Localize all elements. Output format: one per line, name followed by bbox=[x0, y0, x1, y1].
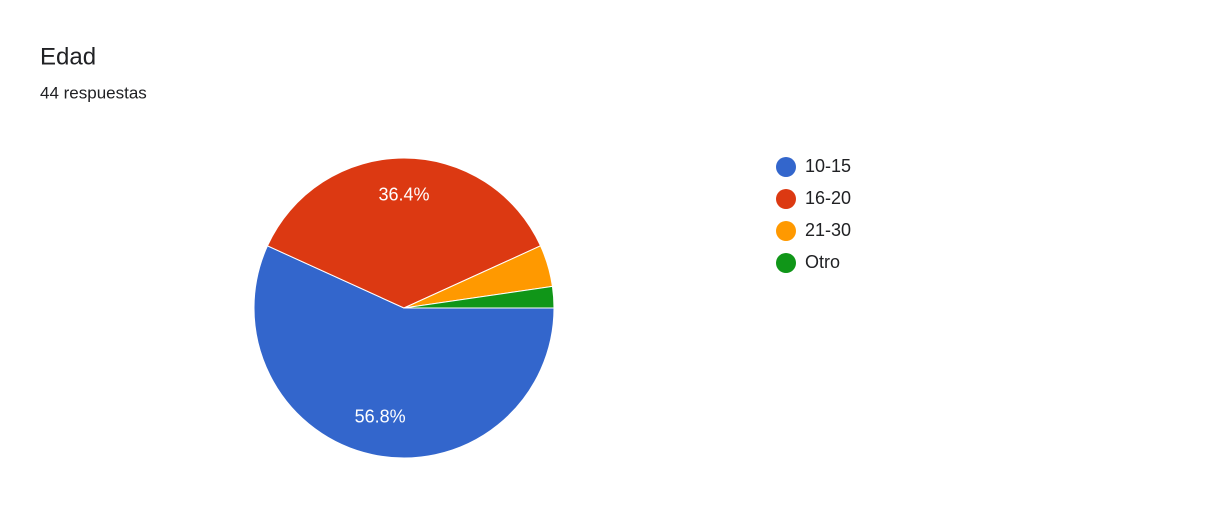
chart-subtitle: 44 respuestas bbox=[40, 83, 147, 102]
slice-label: 56.8% bbox=[355, 407, 406, 427]
pie-slice bbox=[253, 245, 555, 459]
slice-label: 36.4% bbox=[378, 184, 429, 204]
chart-title: Edad bbox=[40, 43, 96, 70]
legend-swatch bbox=[776, 221, 796, 241]
legend-label: Otro bbox=[805, 252, 840, 272]
pie-slice bbox=[266, 157, 542, 309]
legend-label: 10-15 bbox=[805, 156, 851, 176]
legend-label: 21-30 bbox=[805, 220, 851, 240]
pie-slice bbox=[403, 285, 555, 309]
legend-swatch bbox=[776, 157, 796, 177]
legend-label: 16-20 bbox=[805, 188, 851, 208]
legend-swatch bbox=[776, 253, 796, 273]
legend-swatch bbox=[776, 189, 796, 209]
